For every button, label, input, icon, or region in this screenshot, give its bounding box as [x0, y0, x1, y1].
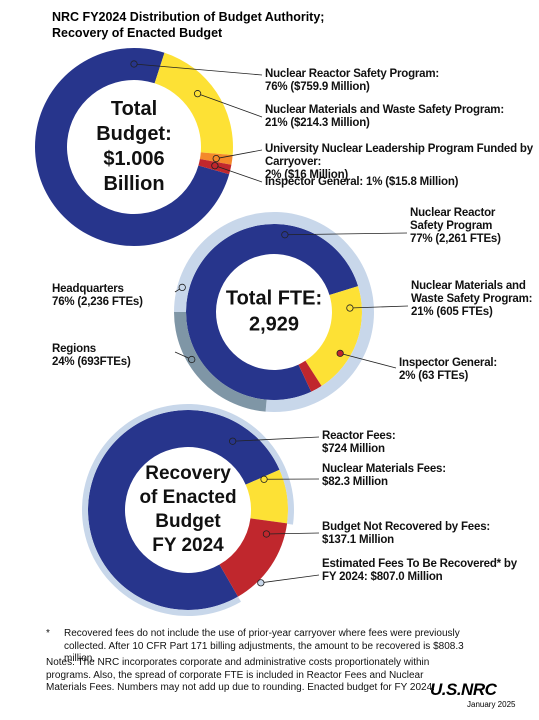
donut-slice: [298, 360, 322, 392]
slice-name: Inspector General:: [265, 176, 364, 188]
slice-value: 1% ($15.8 Million): [366, 176, 459, 188]
footnote: Recovered fees do not include the use of…: [64, 628, 464, 664]
slice-value: $724 Million: [322, 443, 385, 455]
slice-value: 24% (693FTEs): [52, 356, 131, 368]
center-label: Budget: [155, 511, 221, 532]
center-label: FY 2024: [152, 535, 224, 556]
slice-label: Budget Not Recovered by Fees: $137.1 Mill…: [322, 521, 532, 547]
leader-line: [349, 305, 409, 309]
slice-name: University Nuclear Leadership Program Fu…: [265, 143, 533, 168]
donut-slice: [87, 410, 280, 611]
slice-value: 21% ($214.3 Million): [265, 117, 370, 129]
slice-name: Nuclear Materials and Waste Safety Progr…: [411, 280, 533, 305]
slice-name: Reactor Fees:: [322, 430, 396, 442]
slice-name: Inspector General:: [399, 357, 498, 369]
notes: Notes: The NRC incorporates corporate an…: [46, 657, 435, 693]
center-label: 2,929: [249, 313, 299, 335]
slice-value: $137.1 Million: [322, 534, 394, 546]
slice-value: 76% (2,236 FTEs): [52, 296, 143, 308]
leader-line: [260, 574, 320, 584]
leader-dot: [130, 60, 138, 68]
slice-value: $807.0 Million: [370, 571, 443, 583]
slice-label: Nuclear Materials and Waste Safety Progr…: [265, 104, 515, 130]
leader-dot: [257, 579, 265, 587]
leader-line: [232, 436, 320, 442]
leader-line: [284, 232, 408, 236]
slice-label: Nuclear Materials and Waste Safety Progr…: [411, 280, 536, 319]
donut-slice: [186, 224, 359, 401]
title-line: Recovery of Enacted Budget: [52, 26, 223, 40]
slice-value: 77% (2,261 FTEs): [410, 233, 501, 245]
slice-name: Estimated Fees To Be Recovered* by FY 20…: [322, 558, 517, 583]
donut-slice: [245, 469, 288, 524]
slice-value: 21% (605 FTEs): [411, 306, 493, 318]
footnote-mark: *: [46, 628, 50, 639]
leader-dot: [336, 349, 344, 357]
leader-line: [340, 352, 397, 369]
leader-dot: [281, 231, 289, 239]
leader-line: [197, 93, 263, 118]
leader-dot: [262, 530, 271, 538]
slice-label: Reactor Fees: $724 Million: [322, 430, 522, 456]
slice-label: University Nuclear Leadership Program Fu…: [265, 143, 535, 182]
slice-value: 2% (63 FTEs): [399, 370, 469, 382]
leader-dot: [188, 355, 196, 364]
slice-label: Headquarters 76% (2,236 FTEs): [52, 283, 177, 309]
leader-line: [133, 63, 263, 76]
slice-name: Nuclear Reactor Safety Program: [410, 207, 496, 232]
slice-label: Inspector General: 2% (63 FTEs): [399, 357, 529, 383]
slice-label: Regions 24% (693FTEs): [52, 343, 177, 369]
leader-dot: [229, 437, 237, 445]
donut-slice: [305, 286, 362, 387]
slice-label: Nuclear Materials Fees: $82.3 Million: [322, 463, 522, 489]
logo: U.S.NRC: [430, 680, 497, 699]
slice-label: Inspector General: 1% ($15.8 Million): [265, 176, 535, 189]
donut-slice: [154, 52, 234, 155]
slice-label: Estimated Fees To Be Recovered* by FY 20…: [322, 558, 522, 584]
donut-slice: [34, 47, 230, 246]
leader-line: [214, 165, 263, 183]
center-label: of Enacted: [139, 487, 236, 508]
slice-name: Regions: [52, 343, 96, 355]
leader-line: [216, 149, 263, 159]
leader-dot: [346, 304, 354, 312]
slice-value: 76% ($759.9 Million): [265, 81, 370, 93]
title-line: NRC FY2024 Distribution of Budget Author…: [52, 10, 325, 24]
slice-name: Nuclear Materials and Waste Safety Progr…: [265, 104, 504, 116]
slice-label: Nuclear Reactor Safety Program: 76% ($759…: [265, 68, 525, 94]
leader-dot: [212, 154, 220, 163]
center-label: Recovery: [145, 463, 231, 484]
donut-slice: [219, 518, 288, 597]
date: January 2025: [467, 700, 516, 709]
slice-value: $82.3 Million: [322, 476, 388, 488]
center-label: Total FTE:: [226, 287, 322, 309]
slice-label: Nuclear Reactor Safety Program 77% (2,261…: [410, 207, 530, 246]
slice-name: Budget Not Recovered by Fees:: [322, 521, 491, 533]
slice-name: Nuclear Reactor Safety Program:: [265, 68, 440, 80]
center-label: $1.006: [103, 148, 164, 170]
center-label: Budget:: [96, 123, 172, 145]
leader-dot: [211, 162, 219, 170]
title: NRC FY2024 Distribution of Budget Author…: [52, 9, 324, 41]
leader-dot: [193, 90, 202, 98]
slice-value: 2% ($16 Million): [265, 169, 349, 181]
center-label: Total: [111, 98, 157, 120]
center-label: Billion: [103, 173, 164, 195]
leader-line: [266, 532, 320, 535]
leader-dot: [178, 283, 186, 292]
slice-name: Nuclear Materials Fees:: [322, 463, 446, 475]
slice-name: Headquarters: [52, 283, 124, 295]
leader-dot: [260, 475, 268, 483]
